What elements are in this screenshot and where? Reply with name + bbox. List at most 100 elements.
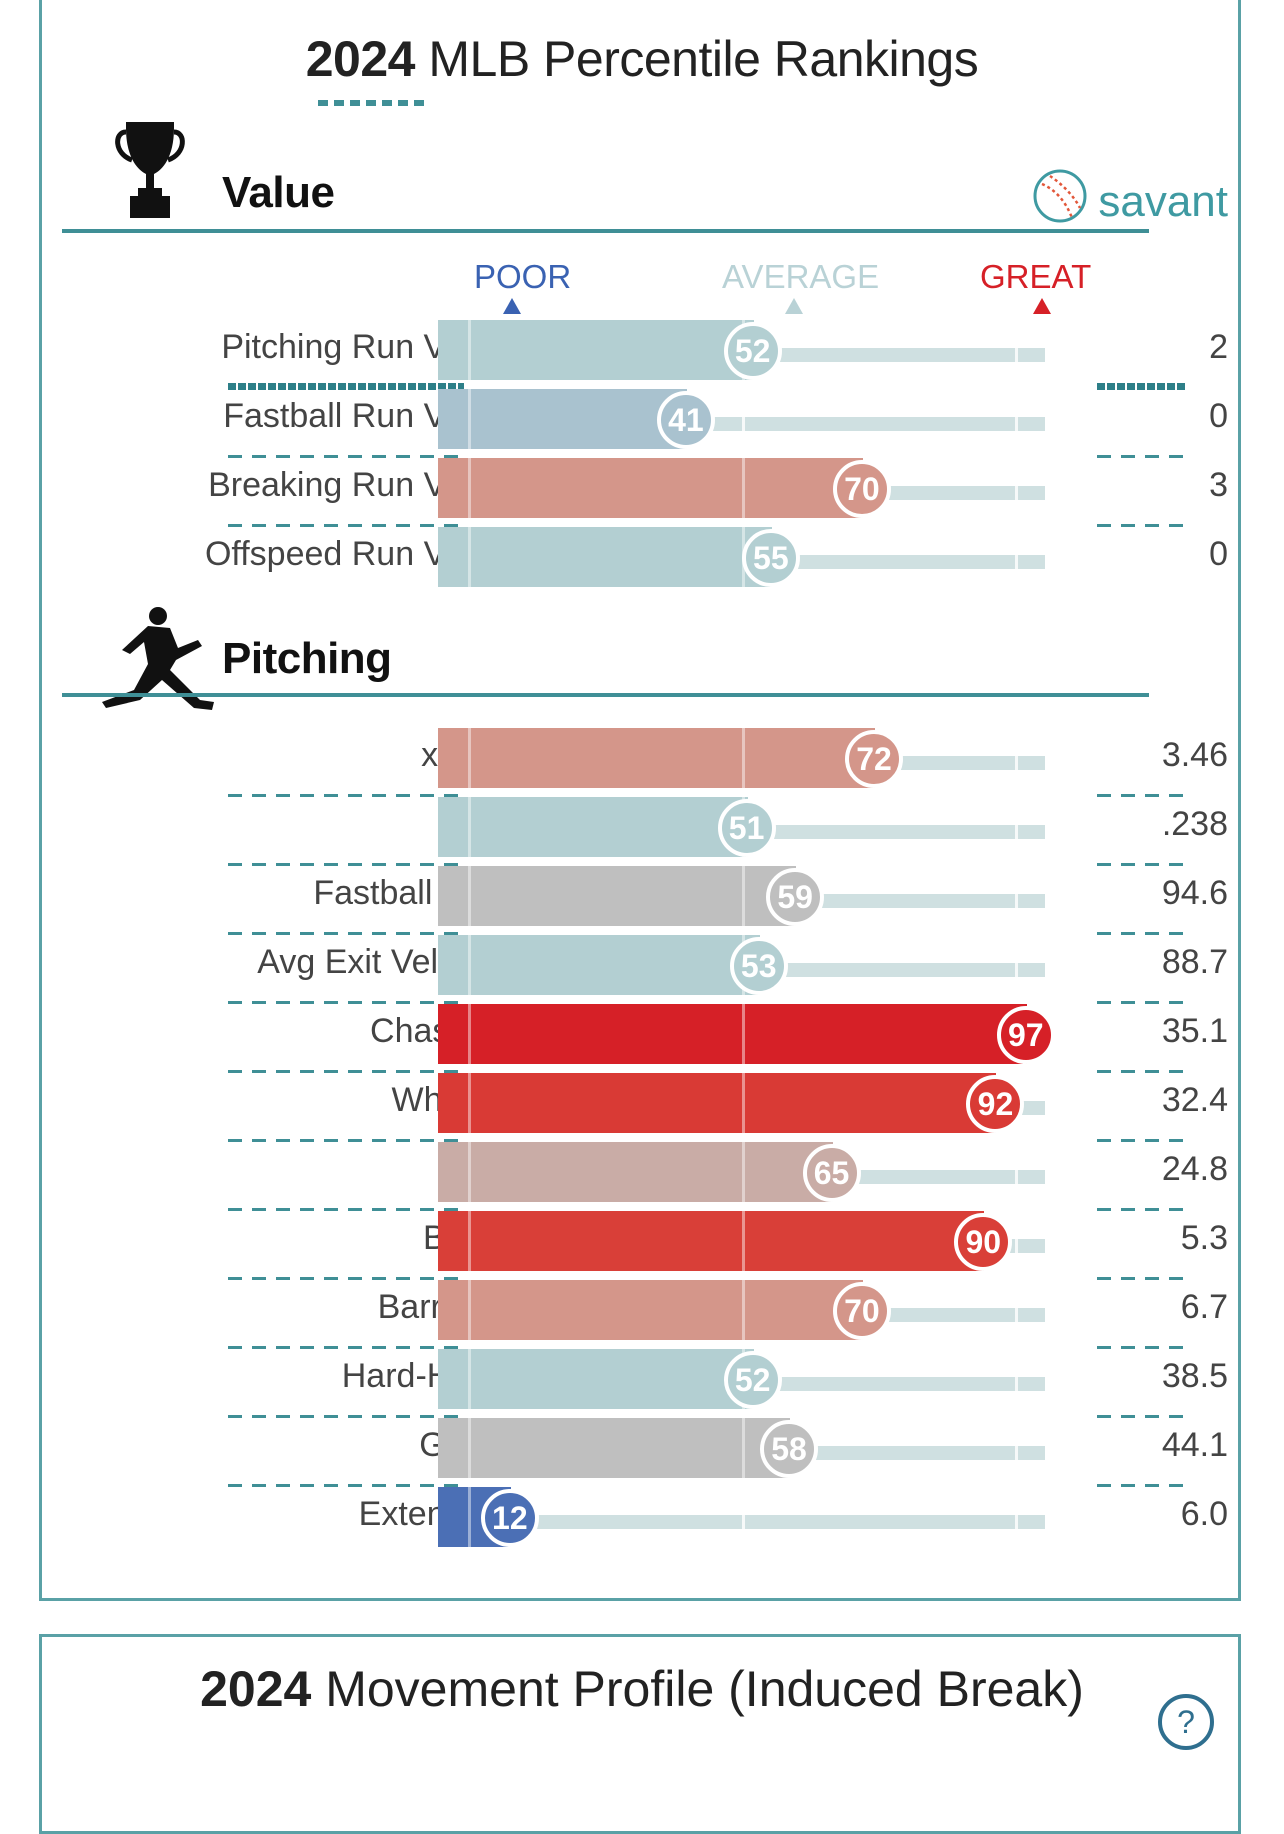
savant-logo: savant [1032,168,1228,235]
title-year: 2024 [305,31,416,87]
bar-tick [741,1418,745,1478]
row-divider [228,863,464,866]
row-divider [228,1139,464,1142]
metric-value: 94.6 [1161,874,1228,912]
page-title: 2024 MLB Percentile Rankings [0,30,1284,88]
row-divider [228,1001,464,1004]
baseball-icon [1032,168,1088,235]
track-tick [741,1515,745,1529]
row-divider [1097,794,1187,797]
percentile-bar [438,866,797,926]
percentile-bar [438,320,754,380]
row-divider [1097,1139,1187,1142]
track-tick [1014,963,1018,977]
metric-value: 44.1 [1161,1426,1228,1464]
row-divider [1097,1415,1187,1418]
percentile-bar [438,1073,997,1133]
pitching-section-divider [62,693,1149,697]
scale-average-label: AVERAGE [722,258,880,295]
bar-tick [741,866,745,926]
percentile-bar [438,389,687,449]
scale-poor-label: POOR [474,258,572,295]
bar-tick [468,1211,472,1271]
bar-tick [468,866,472,926]
metric-value: 5.3 [1180,1219,1228,1257]
bar-tick [468,527,472,587]
percentile-bubble: 41 [656,391,715,449]
scale-great-label: GREAT [980,258,1092,295]
bar-tick [741,728,745,788]
metric-row[interactable]: Pitching Run Value 52 2 [0,320,1284,390]
bar-tick [468,1142,472,1202]
bar-tick [468,1418,472,1478]
metric-value: 2 [1209,328,1228,366]
row-divider [1097,932,1187,935]
percentile-bar [438,797,748,857]
row-divider [1097,1070,1187,1073]
row-divider [1097,383,1187,390]
row-divider [228,1484,464,1487]
row-divider [228,1277,464,1280]
bar-tick [468,935,472,995]
metric-row[interactable]: xERA723.46 [0,728,1284,798]
pitcher-icon [100,604,220,719]
percentile-bubble: 51 [717,799,776,857]
metric-row[interactable]: BB %905.3 [0,1211,1284,1281]
metric-row[interactable]: Offspeed Run Value 55 0 [0,527,1284,597]
bar-tick [741,1211,745,1271]
metric-value: 3.46 [1161,736,1228,774]
row-divider [1097,1277,1187,1280]
metric-row[interactable]: xBA51.238 [0,797,1284,867]
value-section-divider [62,229,1149,233]
bar-tick [741,1280,745,1340]
bar-tick [468,1349,472,1409]
percentile-rankings-card [39,0,1241,1601]
section-title-pitching: Pitching [222,634,392,683]
row-divider [228,1415,464,1418]
bar-tick [741,458,745,518]
metric-row[interactable]: Fastball Velo 59 94.6 [0,866,1284,936]
percentile-bar [438,1418,791,1478]
percentile-bubble: 70 [832,460,891,518]
track-tick [1014,417,1018,431]
metric-value: 32.4 [1161,1081,1228,1119]
percentile-bar [438,458,863,518]
bar-tick [468,1487,472,1547]
metric-value: 88.7 [1161,943,1228,981]
track-tick [741,417,745,431]
bar-tick [741,1142,745,1202]
metric-value: 38.5 [1161,1357,1228,1395]
bar-tick [741,1004,745,1064]
track-tick [1014,825,1018,839]
percentile-bar [438,935,760,995]
bar-tick [468,1280,472,1340]
bar-tick [468,389,472,449]
metric-row[interactable]: Barrel %706.7 [0,1280,1284,1350]
percentile-bubble: 12 [480,1489,539,1547]
bar-tick [468,797,472,857]
title-text: MLB Percentile Rankings [414,31,979,87]
bar-tick [468,320,472,380]
percentile-bar [438,1004,1027,1064]
metric-row[interactable]: Hard-Hit % 52 38.5 [0,1349,1284,1419]
metric-value: 6.0 [1180,1495,1228,1533]
track-tick [1014,894,1018,908]
percentile-bubble: 65 [802,1144,861,1202]
metric-row[interactable]: Breaking Run Value 70 3 [0,458,1284,528]
metric-row[interactable]: Extension 12 6.0 [0,1487,1284,1557]
metric-row[interactable]: Fastball Run Value 41 0 [0,389,1284,459]
row-divider [1097,524,1187,527]
row-divider [228,1346,464,1349]
bar-tick [468,1004,472,1064]
section-title-value: Value [222,168,335,217]
metric-row[interactable]: Avg Exit Velocity 53 88.7 [0,935,1284,1005]
row-divider [228,932,464,935]
help-icon[interactable]: ? [1158,1694,1214,1750]
percentile-bubble: 52 [723,1351,782,1409]
track-tick [1014,1239,1018,1253]
track-tick [1014,756,1018,770]
